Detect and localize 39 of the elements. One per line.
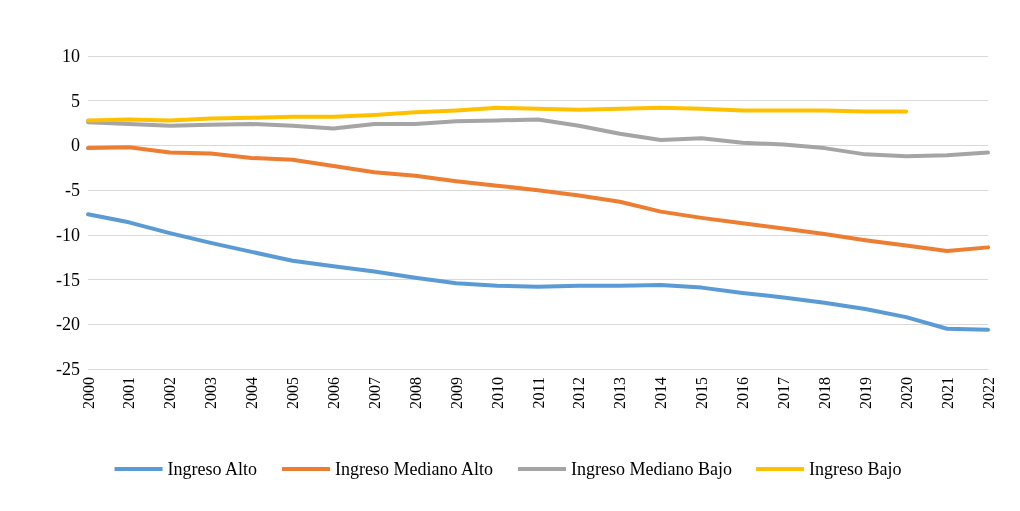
legend-label: Ingreso Bajo (808, 459, 902, 479)
line-series (86, 105, 909, 123)
x-tick-label: 2005 (284, 377, 302, 409)
line-series (86, 212, 990, 332)
y-tick-label: -10 (56, 224, 80, 245)
y-tick-label: 10 (62, 46, 80, 66)
legend-label: Ingreso Mediano Bajo (571, 459, 732, 479)
x-tick-label: 2010 (488, 377, 506, 409)
y-tick-label: -15 (56, 269, 80, 290)
x-tick-label: 2018 (815, 377, 833, 409)
x-tick-label: 2021 (938, 377, 956, 409)
x-tick-label: 2020 (897, 377, 915, 409)
x-tick-label: 2017 (774, 377, 792, 409)
legend-label: Ingreso Alto (167, 459, 258, 479)
x-tick-label: 2009 (447, 377, 465, 409)
x-tick-label: 2004 (243, 377, 261, 409)
x-tick-label: 2013 (611, 377, 629, 409)
line-series (86, 145, 990, 253)
x-tick-label: 2006 (324, 377, 342, 409)
y-tick-label: -5 (65, 180, 80, 201)
legend-label: Ingreso Mediano Alto (335, 459, 494, 479)
x-tick-label: 2000 (79, 377, 97, 409)
x-tick-label: 2016 (734, 377, 752, 409)
x-tick-label: 2003 (202, 377, 220, 409)
x-tick-label: 2008 (406, 377, 424, 409)
y-tick-label: 0 (71, 135, 80, 156)
y-tick-label: 5 (71, 90, 80, 111)
x-tick-label: 2014 (652, 377, 670, 409)
x-tick-label: 2012 (570, 377, 588, 409)
y-tick-label: -25 (56, 359, 80, 379)
x-tick-label: 2015 (693, 377, 711, 409)
y-tick-label: -20 (56, 314, 80, 335)
line-series (86, 117, 990, 159)
x-tick-label: 2007 (365, 377, 383, 409)
x-tick-label: 2002 (161, 377, 179, 409)
x-tick-label: 2022 (979, 377, 997, 409)
x-tick-label: 2019 (856, 377, 874, 409)
x-tick-label: 2011 (529, 377, 547, 409)
x-tick-label: 2001 (120, 377, 138, 409)
